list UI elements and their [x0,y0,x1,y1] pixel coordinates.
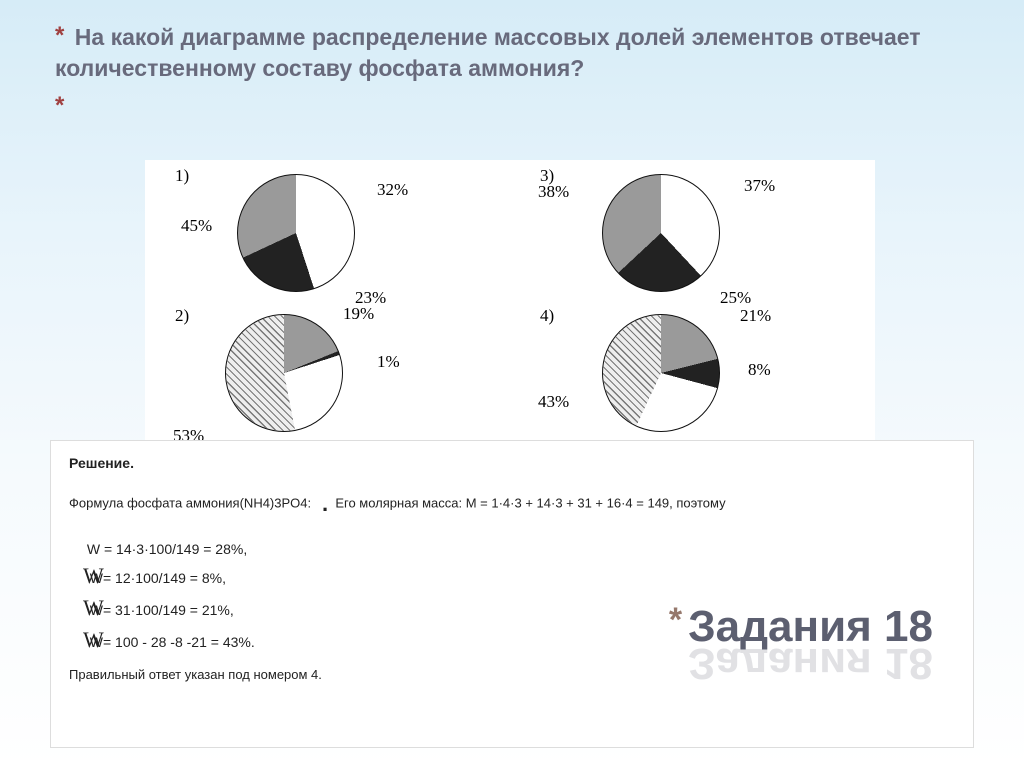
pie-wrap [225,314,343,432]
w-line-0: W = 14·3·100/149 = 28%, [83,541,955,557]
task-title-wrap: *Задания 18 Задания 18 [669,602,933,702]
question-block: * На какой диаграмме распределение массо… [55,22,969,120]
pie-chart [225,314,343,432]
chart-percentage-label: 8% [748,360,771,380]
big-dot: . [322,491,328,516]
chart-1: 1)45%32%23% [145,160,510,305]
chart-percentage-label: 19% [343,304,374,324]
chart-number: 1) [175,166,189,186]
solution-formula-line: Формула фосфата аммония(NH4)3PO4: . Его … [69,491,955,517]
pie-chart [602,174,720,292]
question-text: На какой диаграмме распределение массовы… [55,24,921,81]
pie-chart [602,314,720,432]
task-asterisk: * [669,601,682,639]
charts-area: 1)45%32%23%3)38%37%25%2)53%19%1%4)43%21%… [145,160,875,440]
chart-percentage-label: 32% [377,180,408,200]
chart-percentage-label: 45% [181,216,212,236]
chart-2: 3)38%37%25% [510,160,875,305]
w-line-1: WW= 12·100/149 = 8%, [83,563,955,589]
task-title-reflection: Задания 18 [669,638,933,688]
chart-number: 2) [175,306,189,326]
question-asterisk-2: * [55,92,64,119]
pie-wrap [602,314,720,432]
pie-wrap [237,174,355,292]
chart-3: 2)53%19%1% [145,300,510,445]
chart-percentage-label: 21% [740,306,771,326]
solution-box: Решение. Формула фосфата аммония(NH4)3PO… [50,440,974,748]
chart-percentage-label: 38% [538,182,569,202]
question-asterisk: * [55,22,64,49]
chart-percentage-label: 1% [377,352,400,372]
chart-number: 4) [540,306,554,326]
solution-heading: Решение. [69,455,955,471]
chart-percentage-label: 37% [744,176,775,196]
chart-4: 4) 43% 21% 8% [510,300,875,445]
pie-chart [237,174,355,292]
formula-part-b: Его молярная масса: М = 1·4·3 + 14·3 + 3… [335,495,725,510]
chart-percentage-label: 43% [538,392,569,412]
formula-part-a: Формула фосфата аммония(NH4)3PO4: [69,495,311,510]
pie-wrap [602,174,720,292]
